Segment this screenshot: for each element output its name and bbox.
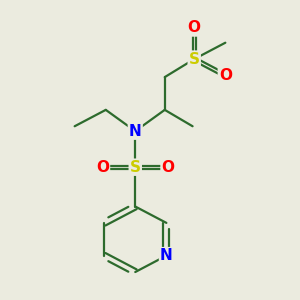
Text: S: S [189, 52, 200, 67]
Text: O: O [188, 20, 201, 35]
Text: O: O [96, 160, 109, 175]
Text: O: O [219, 68, 232, 83]
Text: N: N [160, 248, 173, 263]
Text: N: N [129, 124, 142, 139]
Text: O: O [161, 160, 175, 175]
Text: S: S [130, 160, 141, 175]
